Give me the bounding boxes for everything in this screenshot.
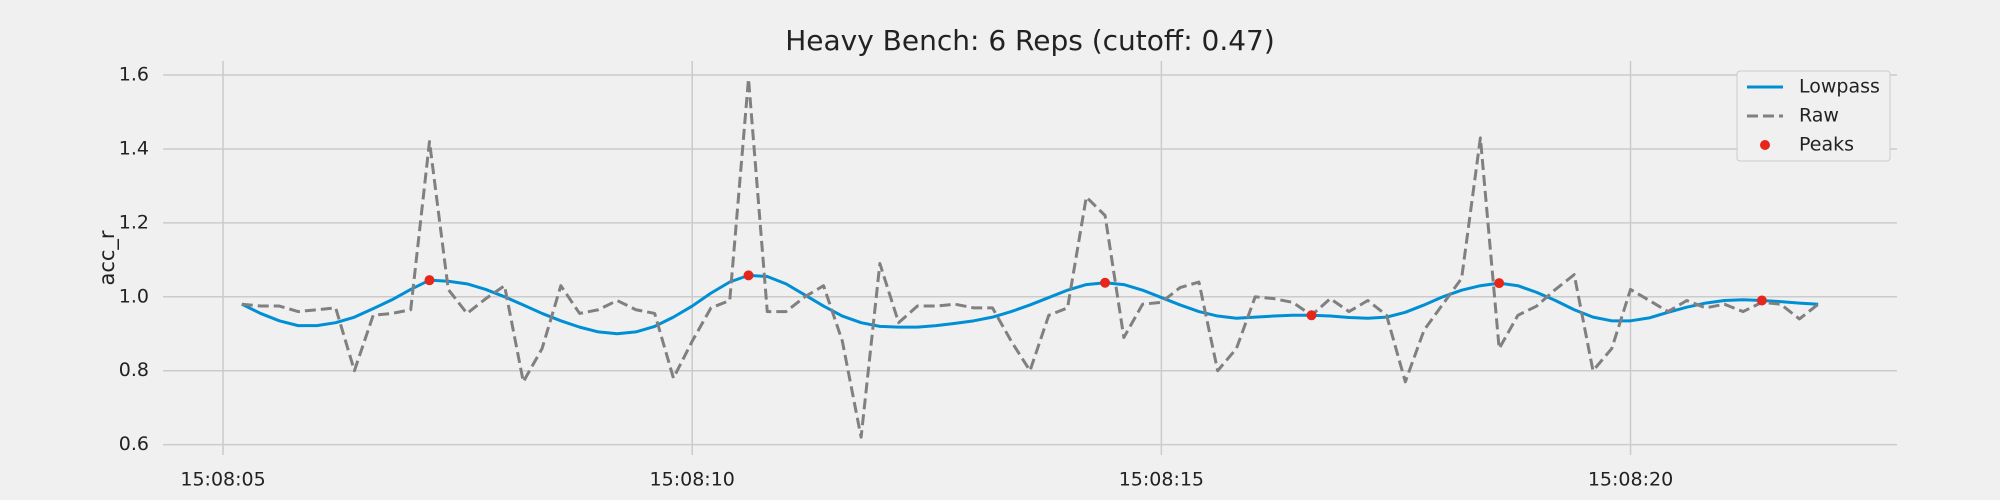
x-tick-label: 15:08:05 [180, 469, 265, 491]
x-tick-label: 15:08:20 [1588, 469, 1673, 491]
legend-label: Peaks [1799, 134, 1854, 156]
legend-marker [1760, 140, 1770, 150]
legend-label: Raw [1799, 105, 1839, 127]
peak-marker [1756, 295, 1767, 306]
y-tick-label: 1.2 [119, 211, 149, 233]
peak-marker [1100, 277, 1111, 288]
y-tick-label: 0.8 [119, 359, 149, 381]
raw-line [241, 77, 1820, 439]
legend-box [1736, 70, 1891, 162]
peak-marker [1494, 278, 1505, 289]
chart-title: Heavy Bench: 6 Reps (cutoff: 0.47) [785, 24, 1275, 57]
y-tick-label: 1.4 [119, 137, 149, 159]
x-tick-label: 15:08:10 [650, 469, 735, 491]
legend-label: Lowpass [1799, 76, 1880, 98]
lowpass-line [241, 273, 1819, 336]
peak-marker [424, 275, 435, 286]
y-axis-label: acc_r [95, 230, 120, 285]
y-tick-label: 1.0 [119, 285, 149, 307]
peak-marker [743, 270, 754, 281]
peak-marker [1306, 310, 1317, 321]
y-tick-label: 0.6 [119, 433, 149, 455]
y-tick-label: 1.6 [119, 64, 149, 86]
x-tick-label: 15:08:15 [1119, 469, 1204, 491]
